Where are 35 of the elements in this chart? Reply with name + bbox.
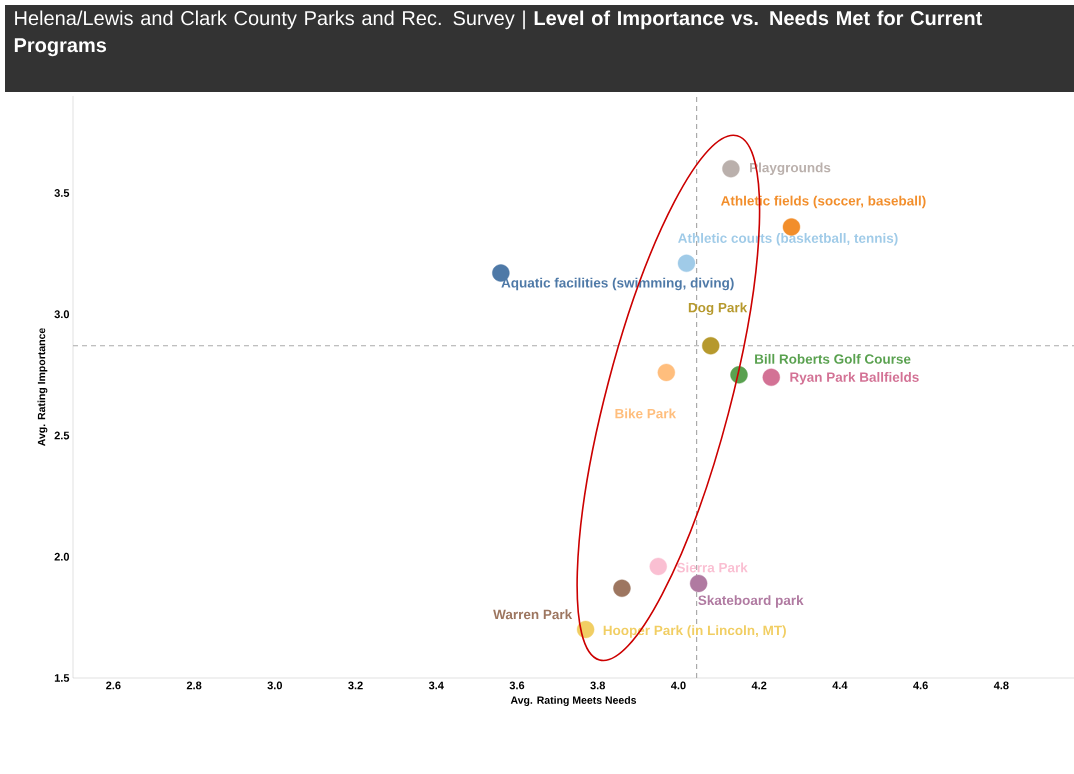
text: Bike Park [615,408,677,419]
point [689,574,708,593]
x-tick-label: 3.6 [509,681,525,690]
x-axis-title: Avg. Rating Meets Needs [510,696,637,706]
x-tick-label: 4.4 [832,681,848,690]
series-label: Bill Roberts Golf Course [755,353,911,364]
y-tick-label: 2.5 [54,431,70,440]
x-tick-label: 3.0 [267,681,283,690]
chart-title: Helena/Lewis and Clark County Parks and Rec. Survey | Level of Importance vs. Needs Met for Current Programs [14,10,983,57]
y-tick-label: 1.5 [54,674,70,682]
series-label: Sierra Park [676,562,748,573]
x-tick-label: 2.8 [186,681,202,690]
point [702,337,720,355]
y-axis-title: Avg. Rating Importance [37,328,48,446]
x-tick-label: 3.4 [428,681,444,690]
text: Dog Park [688,302,748,316]
point [657,363,676,382]
point [649,557,667,576]
x-tick-label: 2.6 [106,681,121,690]
x-tick-label: 3.8 [590,681,606,690]
x-tick-label: 4.2 [751,681,767,690]
x-tick-label: 4.0 [670,681,686,690]
y-tick-label: 2.0 [54,552,70,561]
x-tick-label: 4.8 [993,681,1009,690]
x-tick-label: 3.2 [348,681,363,690]
y-tick-label: 3.0 [54,310,70,319]
series-label: Ryan Park Ballfields [790,372,919,385]
point [677,254,696,273]
x-tick-label: 4.6 [913,681,928,690]
point [722,160,740,178]
y-tick-label: 3.5 [54,189,70,197]
series-label: Skateboard park [698,595,804,608]
point [762,368,780,386]
text: Warren Park [493,609,573,620]
point [613,579,631,597]
